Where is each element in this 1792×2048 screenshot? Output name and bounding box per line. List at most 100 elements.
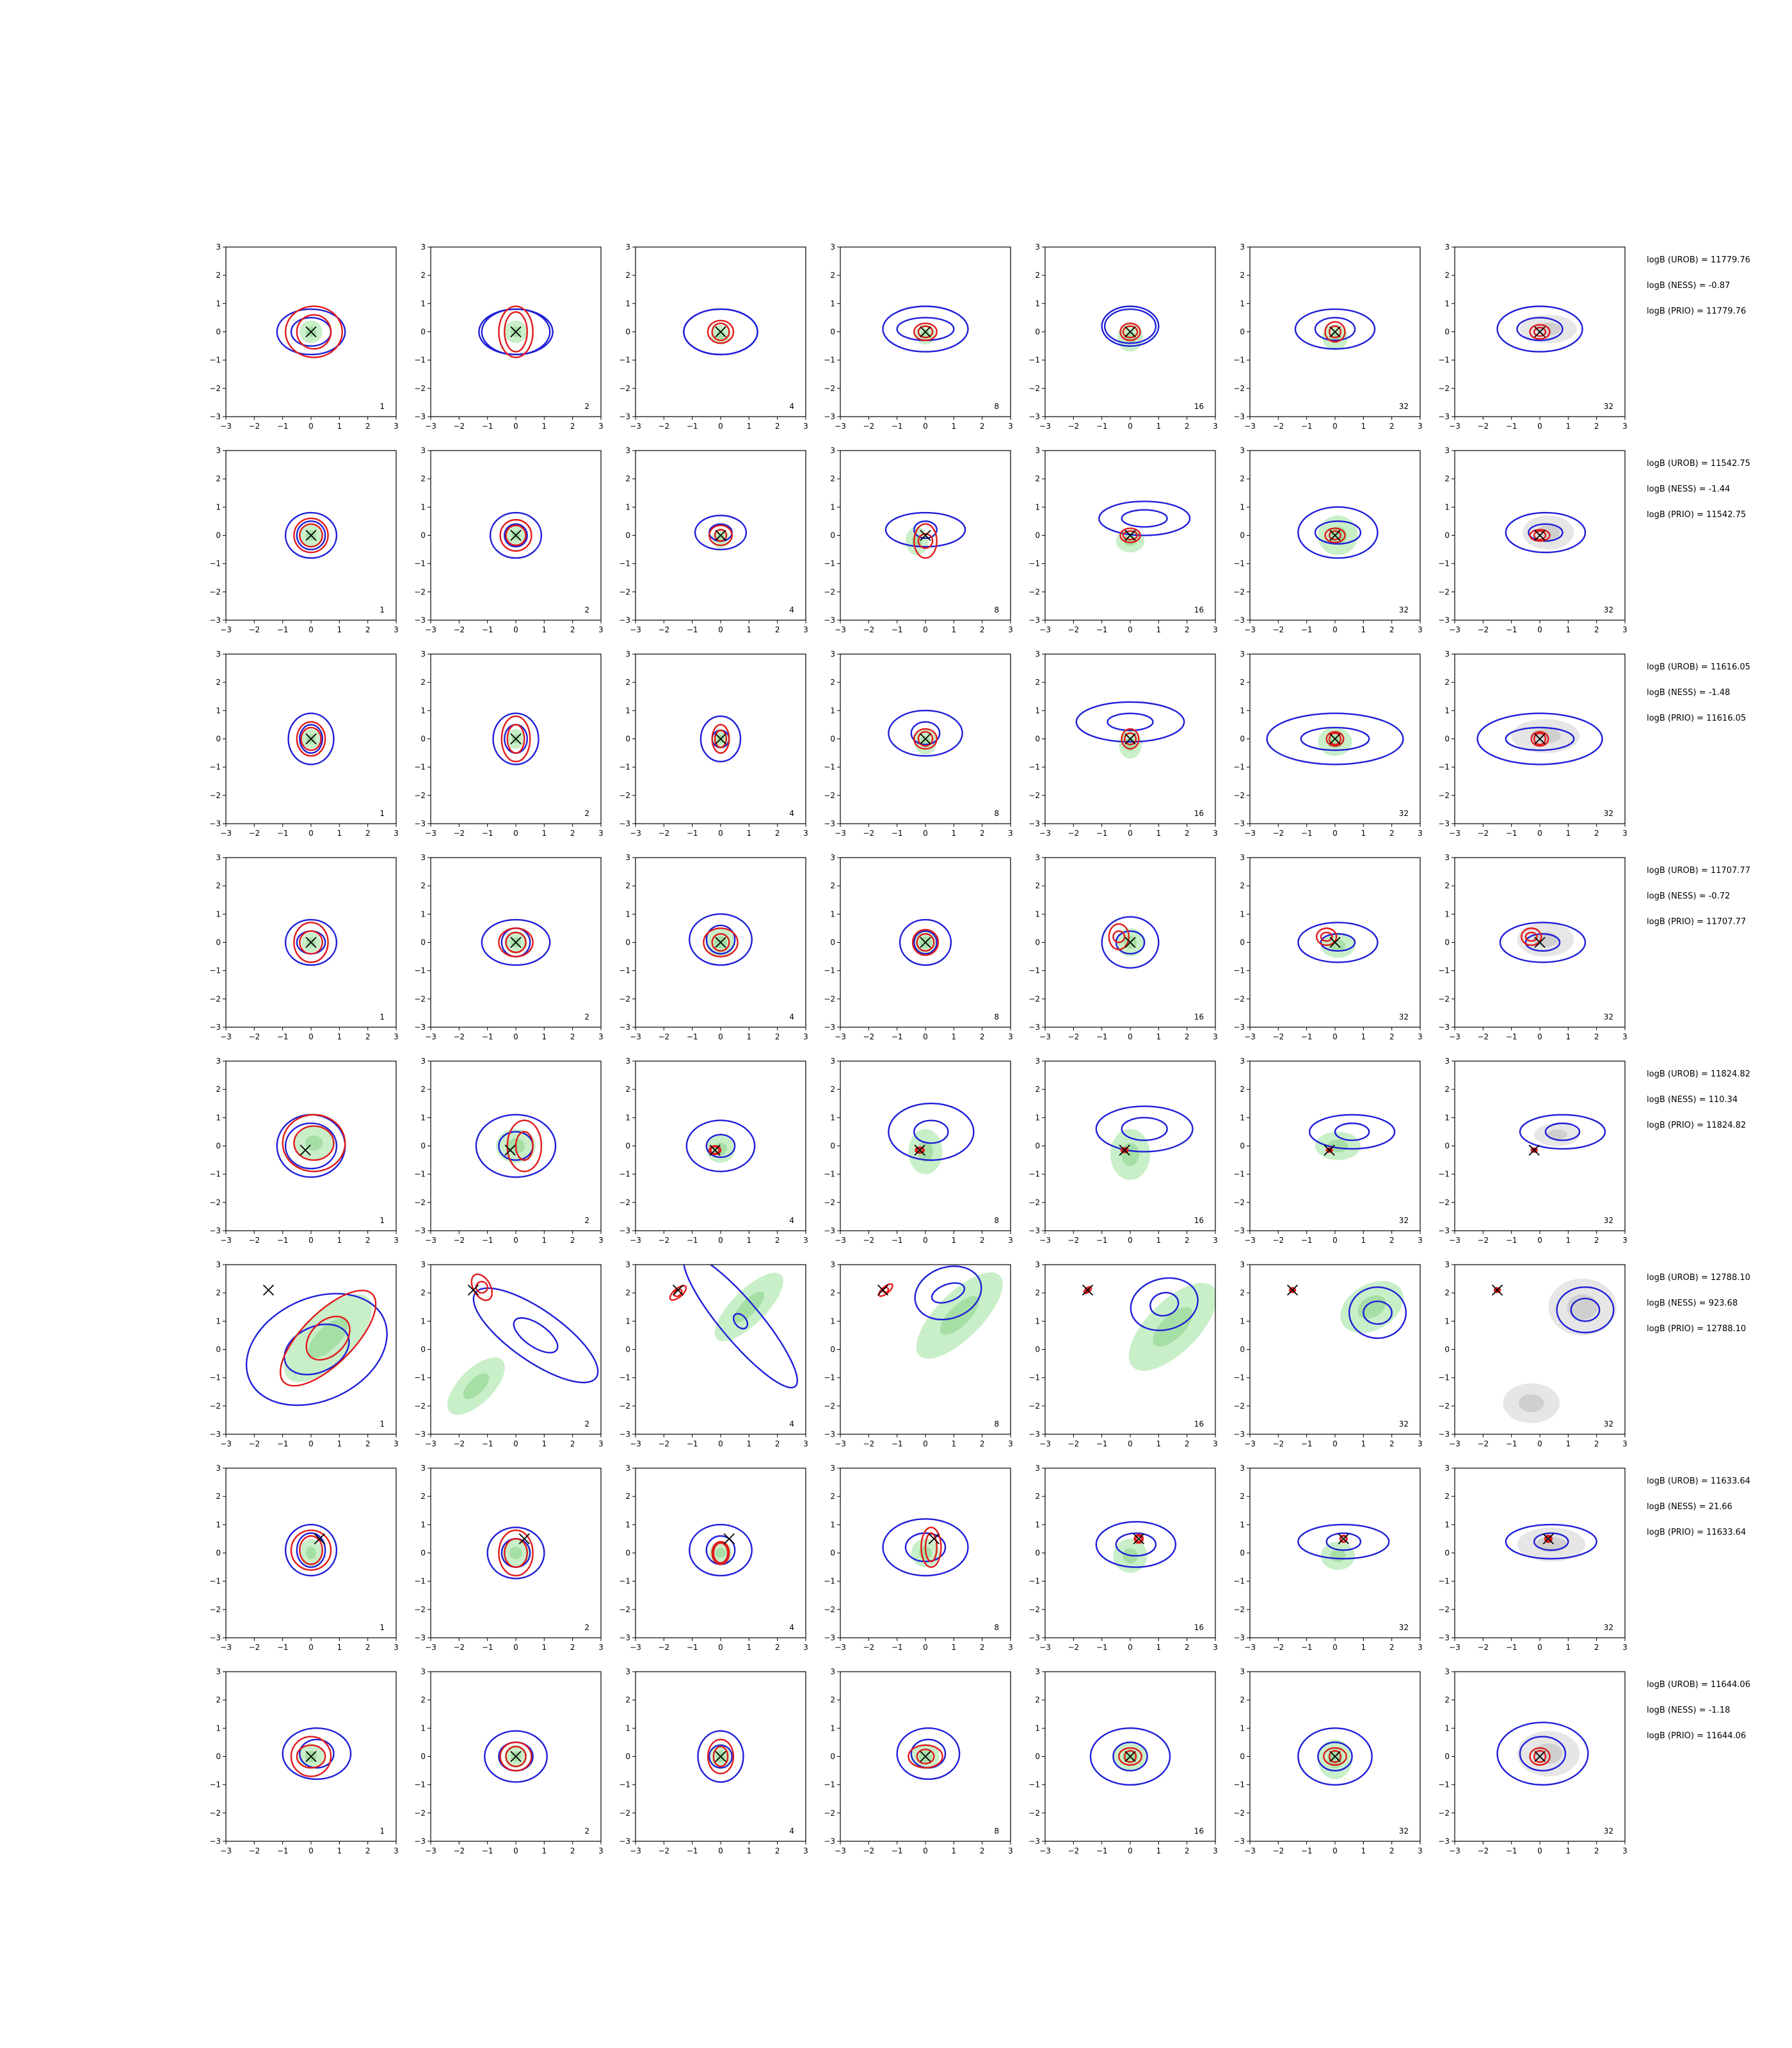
y-tick-label: 2 (1240, 881, 1245, 890)
red-contour-outer (1544, 1534, 1553, 1543)
x-tick-label: −3 (425, 625, 436, 634)
y-tick-label: 1 (1240, 299, 1245, 308)
x-tick-label: −3 (1039, 1643, 1051, 1652)
logb-annotation: logB (UROB) = 11633.64 (1647, 1476, 1750, 1486)
y-tick-label: 1 (1444, 706, 1450, 715)
x-tick-label: 2 (1594, 1032, 1599, 1041)
red-contour-inner (714, 529, 728, 542)
x-tick-label: 3 (1008, 1439, 1013, 1448)
x-tick-label: 2 (1185, 1032, 1190, 1041)
x-tick-label: −2 (453, 1032, 465, 1041)
panel-label: 32 (1399, 1420, 1409, 1428)
red-contour-inner (299, 523, 323, 548)
red-contour-outer (707, 1738, 735, 1775)
y-tick-label: −1 (1438, 356, 1450, 365)
y-tick-label: 2 (216, 1695, 221, 1704)
y-tick-label: −1 (1438, 1577, 1450, 1586)
subplot-r4-c4: −3−3 −2 −2 −1 −1 0 0 1 1 2 2 3 3 8 (824, 853, 1013, 1041)
subplot-r7-c3: −3−3 −2 −2 −1 −1 0 0 1 1 2 2 3 3 4 (619, 1464, 808, 1652)
y-tick-label: 3 (625, 650, 630, 659)
y-tick-label: 3 (1035, 1057, 1040, 1066)
y-tick-label: −3 (1028, 1430, 1040, 1439)
y-tick-label: −3 (1438, 412, 1450, 421)
x-tick-label: −3 (630, 422, 641, 431)
y-tick-label: −3 (1438, 1633, 1450, 1642)
x-tick-label: −1 (1301, 1846, 1313, 1855)
y-tick-label: −3 (1233, 1023, 1245, 1032)
panel-label: 1 (380, 1827, 385, 1836)
true-value-marker (1119, 1144, 1130, 1156)
x-tick-label: 0 (1537, 625, 1542, 634)
y-tick-label: 3 (1035, 853, 1040, 862)
true-value-marker (1542, 1533, 1554, 1545)
y-tick-label: 0 (1035, 1549, 1040, 1558)
x-tick-label: 0 (308, 1439, 314, 1448)
blue-contour-outer (1297, 922, 1379, 963)
true-value-marker (715, 936, 726, 948)
y-tick-label: 0 (1035, 735, 1040, 744)
blue-contour-outer (1075, 701, 1185, 743)
y-tick-label: 2 (420, 1288, 426, 1297)
x-tick-label: 3 (803, 1236, 808, 1245)
y-tick-label: 1 (625, 1520, 630, 1529)
x-tick-label: 1 (542, 625, 547, 634)
y-tick-label: 0 (1240, 938, 1245, 947)
density-fill-inner (1153, 1307, 1193, 1347)
x-tick-label: 1 (952, 1439, 957, 1448)
y-tick-label: −3 (1028, 412, 1040, 421)
x-tick-label: 2 (365, 1846, 371, 1855)
y-tick-label: 3 (420, 1260, 426, 1269)
true-value-marker (715, 326, 726, 338)
y-tick-label: 1 (625, 299, 630, 308)
true-value-marker (1329, 529, 1341, 541)
blue-contour-inner (1533, 1532, 1569, 1551)
y-tick-label: −2 (619, 384, 630, 393)
y-tick-label: 3 (1444, 1464, 1450, 1473)
x-tick-label: 0 (718, 1236, 723, 1245)
x-tick-label: 2 (1185, 1846, 1190, 1855)
red-contour-inner (917, 533, 934, 549)
x-tick-label: 1 (1361, 1236, 1366, 1245)
x-tick-label: 1 (952, 1846, 957, 1855)
subplot-r5-c6: −3−3 −2 −2 −1 −1 0 0 1 1 2 2 3 3 32 (1233, 1057, 1423, 1245)
x-tick-label: 0 (308, 1643, 314, 1652)
blue-contour-inner (1317, 1741, 1353, 1772)
blue-contour-outer (486, 1526, 545, 1580)
red-contour-inner (711, 323, 730, 342)
subplot-r6-c3: −3−3 −2 −2 −1 −1 0 0 1 1 2 2 3 3 4 (619, 1260, 808, 1448)
x-tick-label: −1 (1506, 625, 1517, 634)
red-contour-inner (1533, 530, 1547, 541)
y-tick-label: 0 (216, 1142, 221, 1151)
blue-contour-outer (284, 1523, 338, 1577)
panel-label: 1 (380, 605, 385, 614)
blue-contour-inner (1524, 932, 1561, 952)
y-tick-label: −1 (1028, 763, 1040, 772)
red-contour-outer (708, 524, 733, 547)
y-tick-label: −3 (1233, 412, 1245, 421)
x-tick-label: 1 (337, 1439, 342, 1448)
subplot-r3-c6: −3−3 −2 −2 −1 −1 0 0 1 1 2 2 3 3 32 (1233, 650, 1423, 838)
true-value-marker (262, 1284, 275, 1296)
y-tick-label: 0 (830, 531, 835, 540)
red-contour-inner (305, 1315, 351, 1361)
x-tick-label: 0 (513, 1236, 518, 1245)
red-contour-outer (296, 721, 326, 757)
x-tick-label: 3 (1418, 1643, 1423, 1652)
x-tick-label: −2 (1272, 625, 1284, 634)
y-tick-label: −3 (824, 1633, 835, 1642)
x-tick-label: −2 (1477, 1439, 1489, 1448)
true-value-marker (1329, 326, 1341, 338)
logb-annotation: logB (UROB) = 11779.76 (1647, 255, 1750, 265)
y-tick-label: 0 (216, 938, 221, 947)
x-tick-label: 2 (1594, 829, 1599, 838)
x-tick-label: 2 (775, 625, 780, 634)
x-tick-label: 3 (1622, 1236, 1628, 1245)
x-tick-label: 3 (1418, 1236, 1423, 1245)
y-tick-label: −3 (824, 819, 835, 828)
x-tick-label: 2 (775, 1846, 780, 1855)
panel-label: 1 (380, 1420, 385, 1428)
subplot-r2-c7: −3−3 −2 −2 −1 −1 0 0 1 1 2 2 3 3 32 (1438, 446, 1628, 634)
panel-label: 16 (1194, 809, 1204, 818)
y-tick-label: 2 (625, 678, 630, 687)
y-tick-label: 1 (1444, 1113, 1450, 1122)
